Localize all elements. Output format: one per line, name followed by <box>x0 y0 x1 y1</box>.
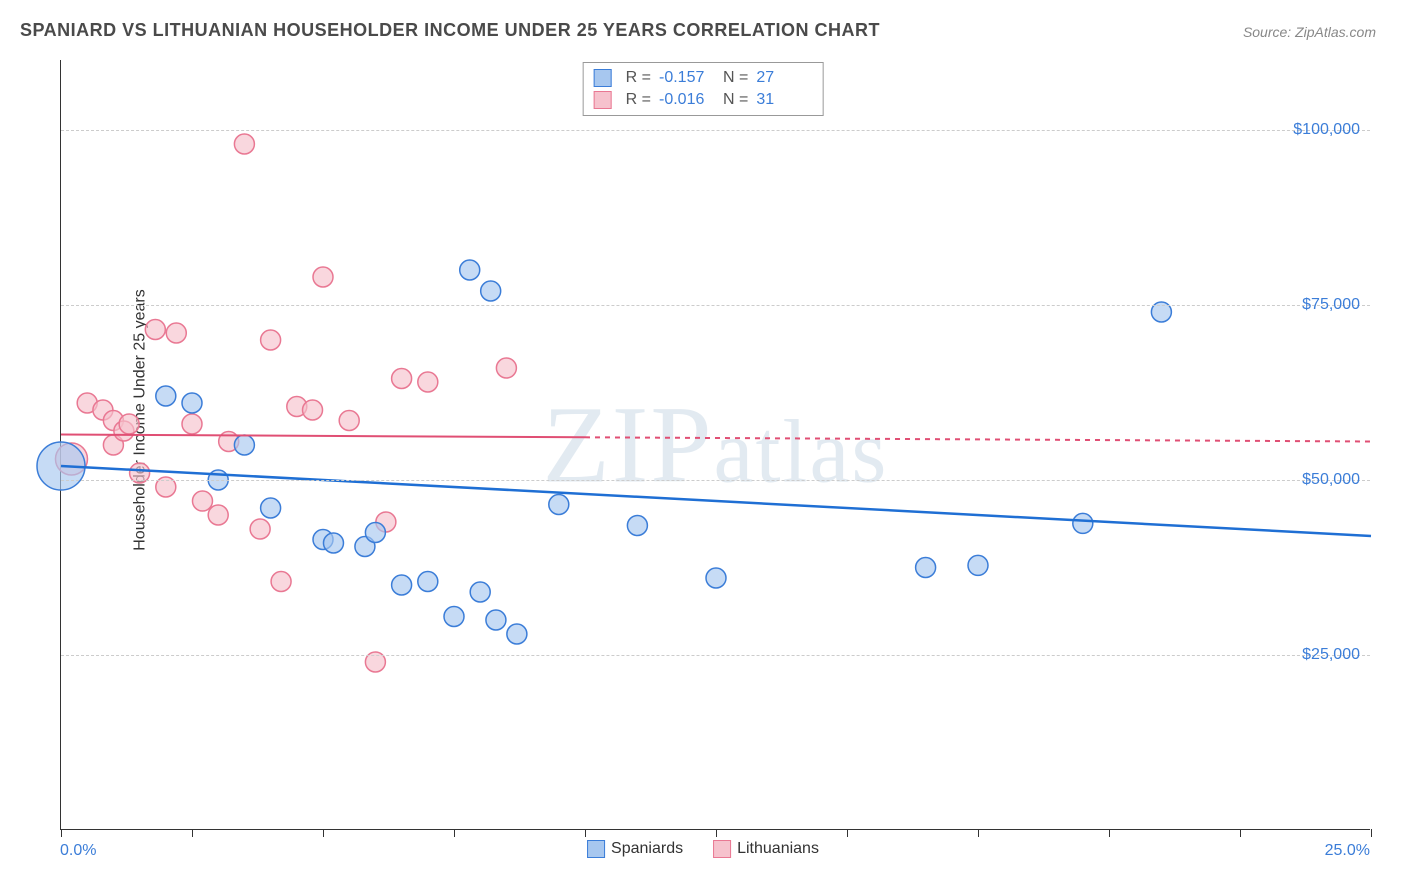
spaniards-point <box>1073 513 1093 533</box>
legend-label-lithuanians: Lithuanians <box>737 840 819 858</box>
gridline-horizontal <box>61 305 1370 306</box>
lithuanians-trendline-extrapolated <box>585 437 1371 441</box>
swatch-spaniards <box>594 69 612 87</box>
lithuanians-point <box>192 491 212 511</box>
lithuanians-trendline <box>61 435 585 438</box>
n-value-lithuanians: 31 <box>756 91 812 109</box>
lithuanians-point <box>234 134 254 154</box>
lithuanians-point <box>166 323 186 343</box>
x-tick <box>1371 829 1372 837</box>
swatch-lithuanians <box>594 91 612 109</box>
x-tick <box>61 829 62 837</box>
r-value-lithuanians: -0.016 <box>659 91 715 109</box>
spaniards-point <box>481 281 501 301</box>
scatter-svg <box>61 60 1371 830</box>
bottom-legend: Spaniards Lithuanians <box>587 840 819 858</box>
lithuanians-point <box>261 330 281 350</box>
x-tick <box>1109 829 1110 837</box>
swatch-spaniards <box>587 840 605 858</box>
spaniards-point <box>261 498 281 518</box>
legend-entry-lithuanians: Lithuanians <box>713 840 819 858</box>
lithuanians-point <box>496 358 516 378</box>
spaniards-point <box>507 624 527 644</box>
lithuanians-point <box>182 414 202 434</box>
spaniards-point <box>418 572 438 592</box>
spaniards-point <box>392 575 412 595</box>
y-tick-label: $50,000 <box>1302 471 1360 489</box>
x-axis-max-label: 25.0% <box>1325 842 1370 860</box>
spaniards-point <box>627 516 647 536</box>
spaniards-point <box>470 582 490 602</box>
spaniards-point <box>460 260 480 280</box>
spaniards-point <box>156 386 176 406</box>
stats-row-spaniards: R = -0.157 N = 27 <box>594 67 813 89</box>
x-tick <box>978 829 979 837</box>
n-label: N = <box>723 69 748 87</box>
plot-area: ZIPatlas $25,000$50,000$75,000$100,000 <box>60 60 1370 830</box>
x-tick <box>585 829 586 837</box>
lithuanians-point <box>208 505 228 525</box>
lithuanians-point <box>145 320 165 340</box>
spaniards-point <box>444 607 464 627</box>
lithuanians-point <box>313 267 333 287</box>
r-value-spaniards: -0.157 <box>659 69 715 87</box>
x-axis-min-label: 0.0% <box>60 842 96 860</box>
x-tick <box>1240 829 1241 837</box>
x-tick <box>323 829 324 837</box>
n-value-spaniards: 27 <box>756 69 812 87</box>
source-attribution: Source: ZipAtlas.com <box>1243 24 1376 40</box>
x-tick <box>454 829 455 837</box>
stats-row-lithuanians: R = -0.016 N = 31 <box>594 89 813 111</box>
lithuanians-point <box>303 400 323 420</box>
x-tick <box>716 829 717 837</box>
spaniards-point <box>365 523 385 543</box>
legend-entry-spaniards: Spaniards <box>587 840 683 858</box>
legend-label-spaniards: Spaniards <box>611 840 683 858</box>
gridline-horizontal <box>61 130 1370 131</box>
gridline-horizontal <box>61 655 1370 656</box>
spaniards-point <box>234 435 254 455</box>
x-tick <box>847 829 848 837</box>
spaniards-point <box>706 568 726 588</box>
spaniards-point <box>486 610 506 630</box>
lithuanians-point <box>392 369 412 389</box>
n-label: N = <box>723 91 748 109</box>
spaniards-point <box>323 533 343 553</box>
swatch-lithuanians <box>713 840 731 858</box>
chart-title: SPANIARD VS LITHUANIAN HOUSEHOLDER INCOM… <box>20 20 880 41</box>
correlation-stats-box: R = -0.157 N = 27 R = -0.016 N = 31 <box>583 62 824 116</box>
spaniards-point <box>968 555 988 575</box>
lithuanians-point <box>339 411 359 431</box>
spaniards-point <box>916 558 936 578</box>
y-tick-label: $75,000 <box>1302 296 1360 314</box>
r-label: R = <box>626 69 651 87</box>
lithuanians-point <box>271 572 291 592</box>
lithuanians-point <box>119 414 139 434</box>
spaniards-point <box>182 393 202 413</box>
gridline-horizontal <box>61 480 1370 481</box>
spaniards-point <box>549 495 569 515</box>
y-tick-label: $25,000 <box>1302 646 1360 664</box>
y-tick-label: $100,000 <box>1293 121 1360 139</box>
r-label: R = <box>626 91 651 109</box>
lithuanians-point <box>418 372 438 392</box>
lithuanians-point <box>250 519 270 539</box>
x-tick <box>192 829 193 837</box>
